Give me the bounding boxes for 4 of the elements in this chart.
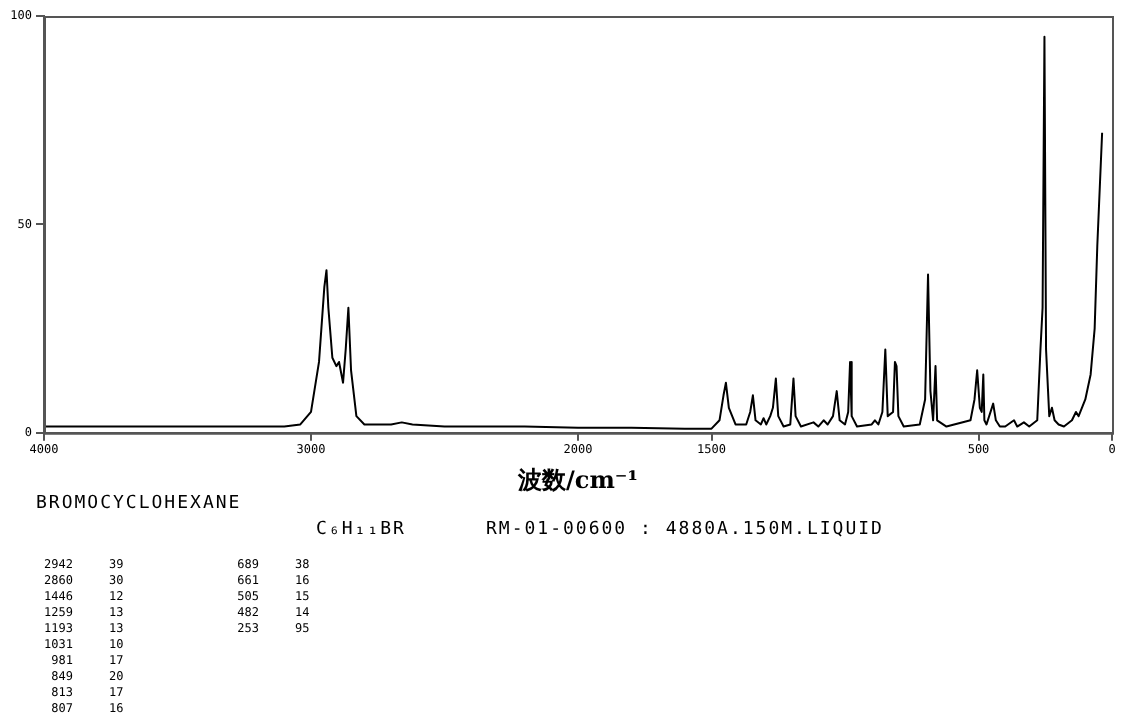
text: RM-01-00600 : 4880A.150M.LIQUID <box>486 520 884 540</box>
text: BROMOCYCLOHEXANE <box>36 494 242 514</box>
text: C₆H₁₁BR <box>316 520 406 540</box>
x-axis-title: 波数/cm⁻¹ <box>516 465 638 494</box>
